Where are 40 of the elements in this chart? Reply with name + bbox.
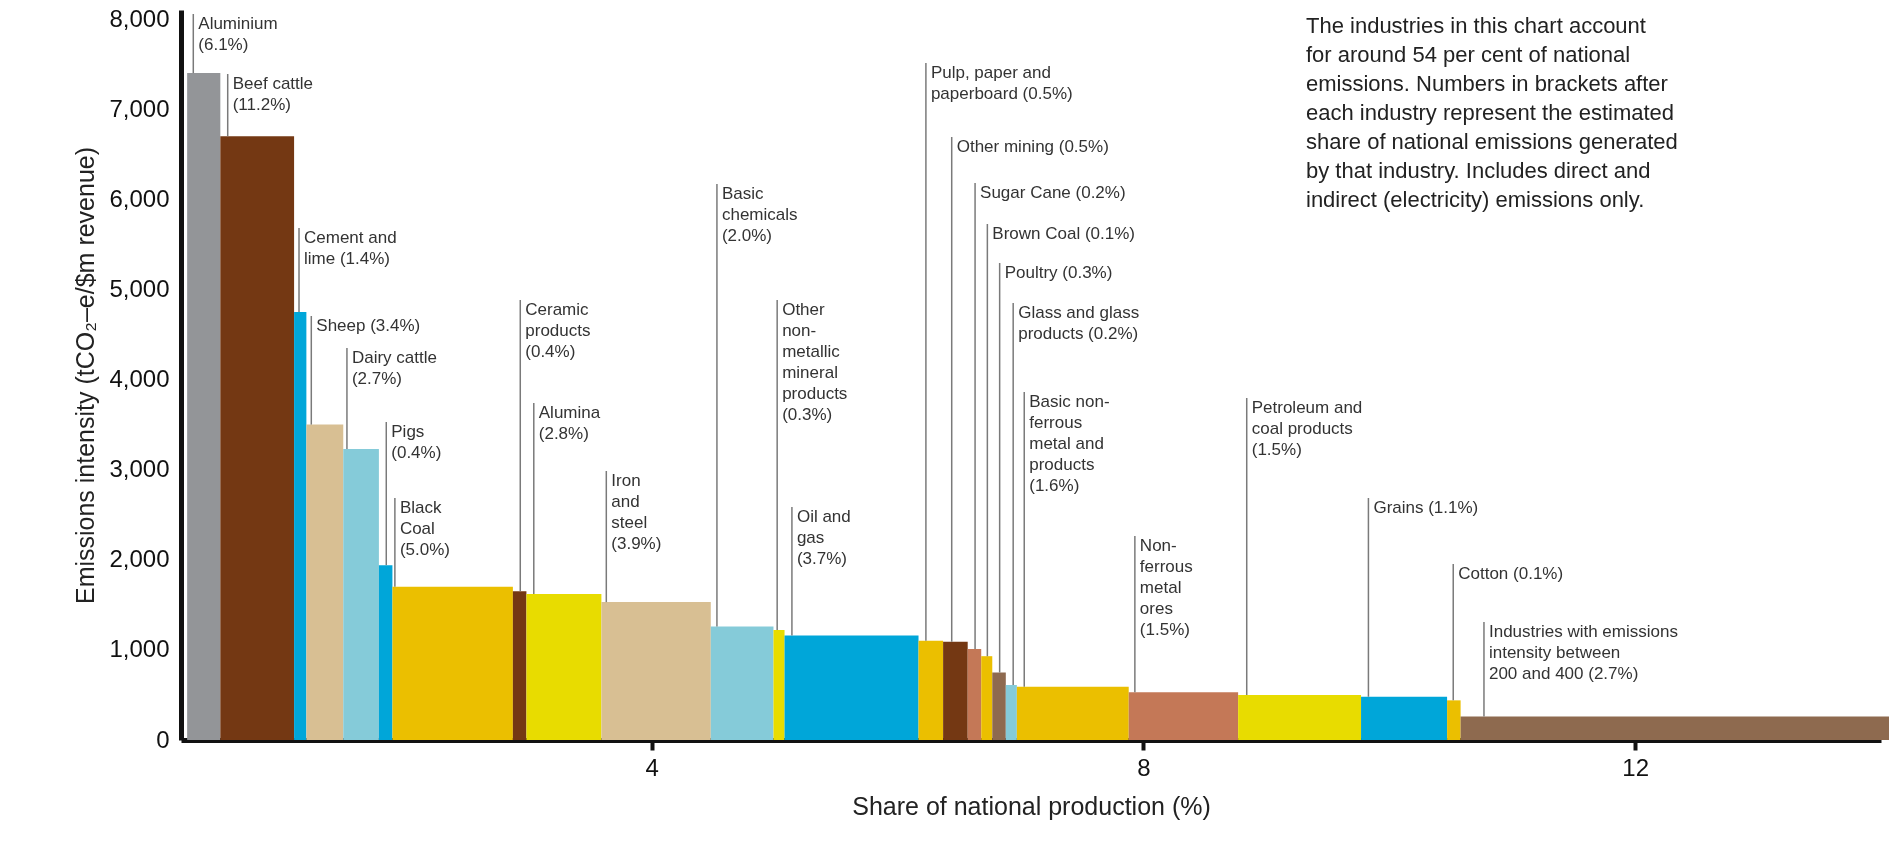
annotation: Sheep (3.4%)	[316, 316, 421, 335]
annotation: Basic non- ferrous metal and products (1.6%)	[1029, 392, 1110, 495]
annotation: Non- ferrous metal ores (1.5%)	[1139, 536, 1193, 639]
x-tick-label: 12	[1622, 753, 1650, 781]
annotation: Basic chemicals (2.0%)	[721, 184, 798, 245]
annotation: Other mining (0.5%)	[956, 137, 1109, 156]
y-axis-title: Emissions intensity (tCO₂–e/$m revenue)	[71, 146, 100, 605]
annotation: Brown Coal (0.1%)	[992, 224, 1136, 243]
annotation: The industries in this chart account for around 54 per cent of national emissions. Numbers in brackets after each industry represent the estimated share of national emissions generated by that industry. Includes direct and indirect (electricity) emissions only.	[1306, 13, 1678, 212]
annotation: Cement and lime (1.4%)	[304, 228, 397, 268]
annotation: Oil and gas (3.7%)	[796, 507, 851, 568]
x-tick-label: 8	[1137, 753, 1151, 781]
annotation: Cotton (0.1%)	[1458, 564, 1564, 583]
annotation: Black Coal (5.0%)	[399, 498, 450, 559]
y-tick-label: 1,000	[109, 635, 170, 663]
annotation: Other non- metallic mineral products (0.3%)	[782, 300, 848, 424]
annotation: Poultry (0.3%)	[1004, 263, 1113, 282]
annotation: Alumina (2.8%)	[538, 403, 601, 443]
y-tick-label: 7,000	[109, 94, 170, 122]
annotation: Glass and glass products (0.2%)	[1018, 303, 1140, 343]
y-tick-label: 2,000	[109, 545, 170, 573]
annotation: Dairy cattle (2.7%)	[351, 348, 437, 388]
y-tick-label: 3,000	[109, 455, 170, 483]
y-tick-label: 6,000	[109, 184, 170, 212]
x-axis-title: Share of national production (%)	[852, 791, 1211, 820]
annotation: Beef cattle (11.2%)	[232, 74, 314, 114]
annotation: Sugar Cane (0.2%)	[980, 183, 1126, 202]
y-tick-label: 4,000	[109, 365, 170, 393]
annotation: Ceramic products (0.4%)	[525, 300, 591, 361]
annotation: Pigs (0.4%)	[391, 422, 442, 462]
y-tick-label: 0	[156, 725, 170, 753]
y-tick-label: 8,000	[109, 4, 170, 32]
annotation: Pulp, paper and paperboard (0.5%)	[930, 63, 1073, 103]
annotation: Aluminium (6.1%)	[198, 14, 278, 54]
annotation: Industries with emissions intensity between 200 and 400 (2.7%)	[1488, 622, 1678, 683]
y-tick-label: 5,000	[109, 274, 170, 302]
annotation: Petroleum and coal products (1.5%)	[1251, 398, 1363, 459]
annotation: Grains (1.1%)	[1373, 498, 1479, 517]
x-tick-label: 4	[645, 753, 659, 781]
annotation: Iron and steel (3.9%)	[611, 471, 662, 553]
